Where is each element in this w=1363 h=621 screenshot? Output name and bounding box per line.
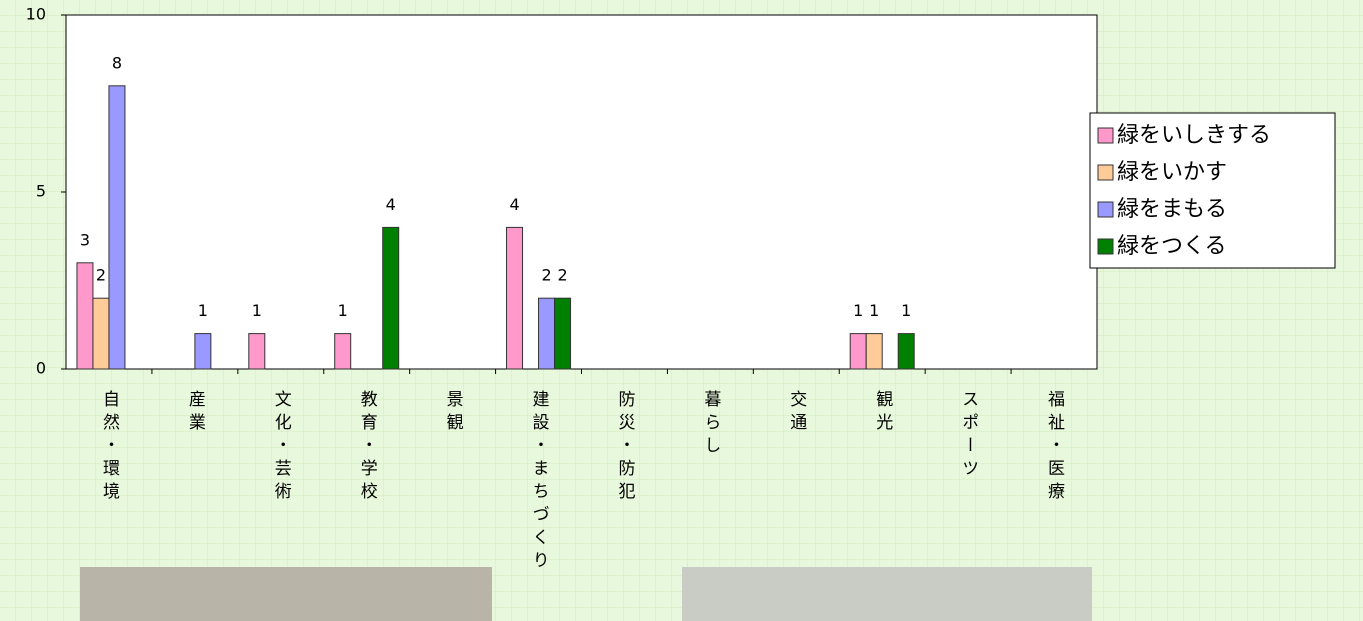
x-tick-label: 景観 [443,390,464,436]
x-tick-label: 産業 [185,390,206,436]
data-label: 3 [80,230,90,249]
legend-label: 緑をいしきする [1117,123,1271,148]
legend-label: 緑をいかす [1117,160,1227,185]
x-tick-label: 観光 [872,390,893,436]
bar [538,297,556,370]
legend-label: 緑をつくる [1117,234,1227,259]
bar [194,333,212,370]
data-label: 2 [541,266,551,285]
x-tick-label: 交通 [786,390,807,436]
bar [897,333,915,370]
data-label: 1 [869,301,879,320]
bar [506,226,524,370]
bar [382,226,400,370]
bar [92,297,110,370]
data-label: 1 [901,301,911,320]
data-label: 1 [338,301,348,320]
x-tick-label: 教育・学校 [357,390,378,505]
data-label: 4 [509,195,519,214]
bar [334,333,352,370]
data-label: 2 [96,266,106,285]
bar [108,85,126,370]
x-tick-label: 自然・環境 [99,390,120,505]
bar [248,333,266,370]
legend-swatch [1097,238,1114,255]
x-tick-label: 建設・まちづくり [529,390,550,574]
legend-swatch [1097,127,1114,144]
x-tick-label: 防災・防犯 [614,390,635,505]
bar [849,333,867,370]
data-label: 8 [112,53,122,72]
data-label: 1 [853,301,863,320]
photo [80,567,492,621]
x-tick-label: 福祉・医療 [1044,390,1065,505]
legend-swatch [1097,164,1114,181]
data-label: 1 [198,301,208,320]
bar [554,297,572,370]
data-label: 1 [252,301,262,320]
legend-label: 緑をまもる [1117,197,1227,222]
x-tick-label: 文化・芸術 [271,390,292,505]
photo [682,567,1092,621]
plot-area [65,14,1098,370]
x-tick-label: スポーツ [958,390,978,482]
y-tick-label: 0 [36,359,46,378]
data-label: 4 [386,195,396,214]
x-tick-label: 暮らし [700,390,721,459]
bar [76,262,94,370]
data-label: 2 [557,266,567,285]
legend [1089,112,1336,269]
bar [865,333,883,370]
y-tick-label: 10 [26,5,46,24]
y-tick-label: 5 [36,182,46,201]
legend-swatch [1097,201,1114,218]
